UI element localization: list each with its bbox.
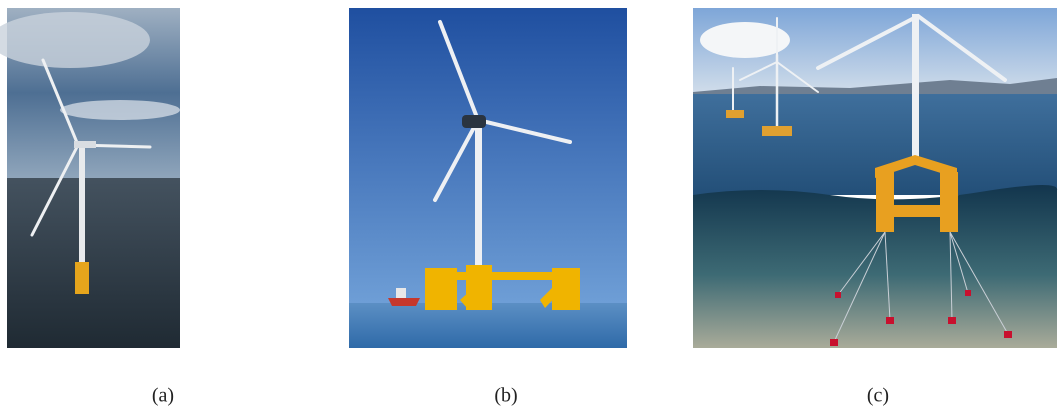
- sky: [349, 8, 627, 303]
- column: [940, 172, 958, 232]
- cloud: [700, 22, 790, 58]
- platform: [875, 155, 958, 232]
- distant-turbines: [732, 17, 819, 130]
- line: [884, 231, 891, 321]
- float: [726, 110, 744, 118]
- sea: [349, 303, 627, 348]
- photo-a: [0, 8, 180, 348]
- line: [833, 231, 886, 343]
- underwater: [693, 184, 1058, 348]
- cloud: [0, 12, 150, 68]
- boat-cabin: [396, 288, 406, 298]
- anchor: [948, 317, 956, 324]
- rotor: [433, 20, 572, 202]
- photo-c: [693, 8, 1058, 348]
- anchor: [830, 339, 838, 346]
- boat: [388, 298, 420, 306]
- blade: [476, 118, 572, 144]
- anchor: [965, 290, 971, 296]
- caption: (a): [152, 385, 174, 407]
- anchors: [830, 290, 1012, 346]
- caption: (b): [494, 385, 517, 407]
- foundation: [75, 262, 89, 294]
- mooring-lines: [833, 231, 1009, 343]
- anchor: [1004, 331, 1012, 338]
- line: [949, 231, 969, 294]
- tower: [475, 125, 482, 275]
- blade: [438, 20, 480, 122]
- blade: [739, 61, 778, 81]
- anchor: [886, 317, 894, 324]
- sea: [693, 94, 1057, 195]
- line: [949, 231, 953, 321]
- photo-b: [349, 8, 627, 348]
- blade: [916, 14, 1007, 82]
- tower: [79, 148, 85, 265]
- blade: [433, 118, 480, 202]
- line: [949, 231, 1009, 335]
- platform: [425, 265, 580, 310]
- sea: [7, 178, 180, 348]
- brace: [540, 285, 560, 308]
- pontoon: [894, 205, 940, 217]
- rotor: [816, 14, 1007, 82]
- nacelle: [462, 115, 486, 128]
- deck: [875, 155, 957, 178]
- blade: [816, 14, 920, 70]
- deck: [425, 272, 580, 280]
- column: [876, 172, 894, 232]
- nacelle: [74, 141, 96, 148]
- caption: (c): [867, 385, 889, 407]
- line: [837, 231, 886, 296]
- blade: [41, 58, 80, 147]
- float: [762, 126, 792, 136]
- brace: [460, 282, 487, 308]
- anchor: [835, 292, 841, 298]
- tower: [912, 14, 919, 164]
- blade: [776, 61, 819, 93]
- hills: [693, 78, 1057, 96]
- cloud: [60, 100, 180, 120]
- blade: [30, 143, 80, 237]
